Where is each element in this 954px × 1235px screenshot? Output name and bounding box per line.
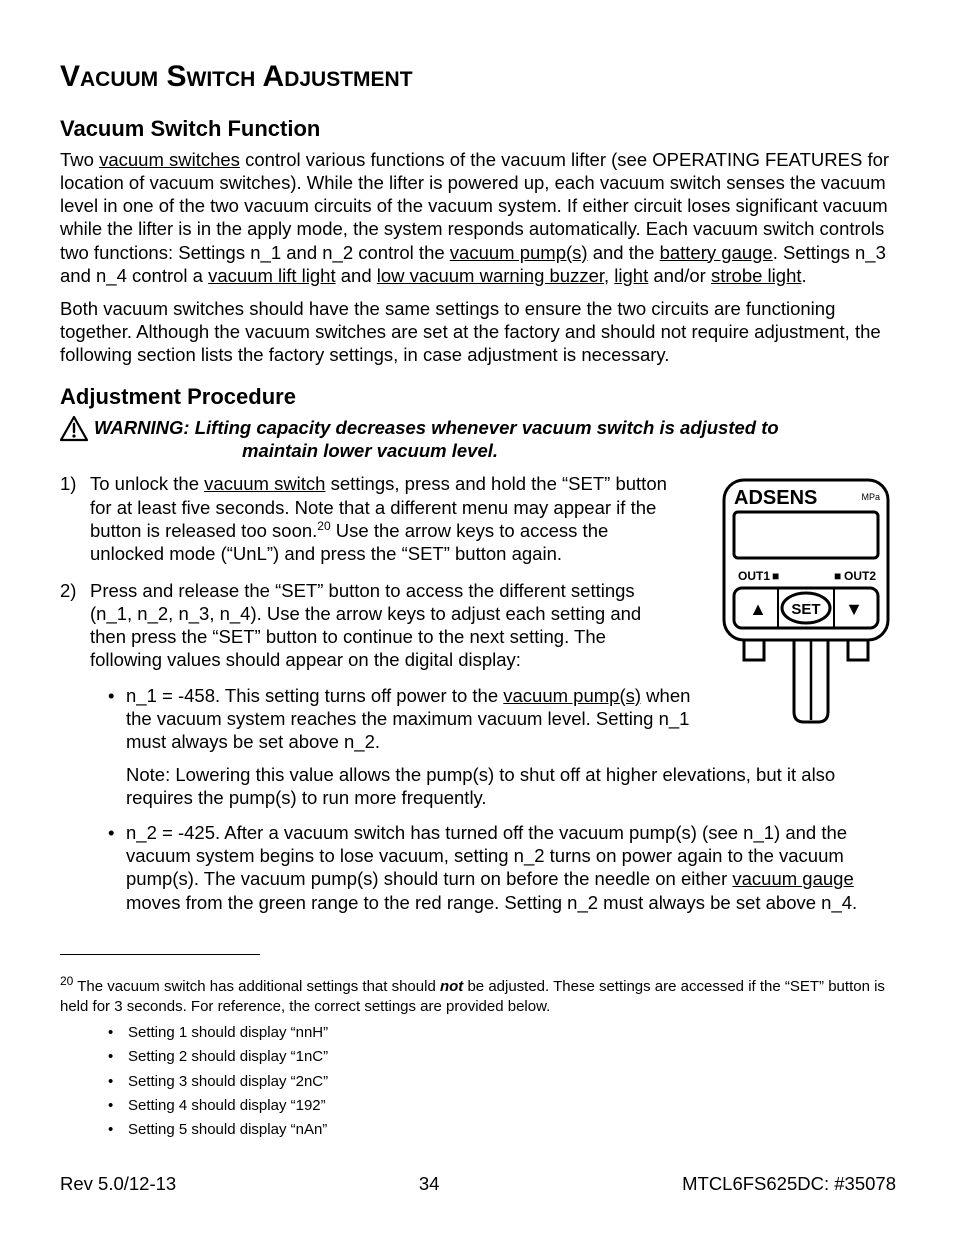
text: The vacuum switch has additional setting… — [73, 978, 440, 995]
text: vacuum pump(s) — [503, 685, 641, 706]
bullet-n1: n_1 = -458. This setting turns off power… — [108, 684, 896, 810]
footnote-ref-20: 20 — [317, 519, 330, 533]
text: and — [336, 265, 377, 286]
text: To unlock the — [90, 473, 204, 494]
warning-line2: maintain lower vacuum level. — [94, 439, 779, 462]
footnote-rule — [60, 954, 260, 955]
step-2: Press and release the “SET” button to ac… — [60, 579, 896, 914]
text: light — [614, 265, 648, 286]
text: . — [802, 265, 807, 286]
function-paragraph-1: Two vacuum switches control various func… — [60, 148, 896, 287]
warning-line1: Lifting capacity decreases whenever vacu… — [195, 417, 779, 438]
page-footer: Rev 5.0/12-13 34 MTCL6FS625DC: #35078 — [60, 1173, 896, 1195]
warning-block: WARNING: Lifting capacity decreases when… — [60, 416, 896, 462]
footnote-not: not — [440, 978, 463, 995]
text: strobe light — [711, 265, 802, 286]
text: and/or — [648, 265, 711, 286]
text: Two — [60, 149, 99, 170]
step-1: To unlock the vacuum switch settings, pr… — [60, 472, 896, 565]
function-paragraph-2: Both vacuum switches should have the sam… — [60, 297, 896, 366]
bullet-n2: n_2 = -425. After a vacuum switch has tu… — [108, 821, 896, 914]
footnote-item: Setting 4 should display “192” — [108, 1096, 896, 1116]
text: n_1 = -458. This setting turns off power… — [126, 685, 503, 706]
footnote-number: 20 — [60, 974, 73, 988]
text: vacuum gauge — [732, 868, 853, 889]
text: moves from the green range to the red ra… — [126, 892, 857, 913]
warning-label: WARNING: — [94, 417, 195, 438]
footer-rev: Rev 5.0/12-13 — [60, 1173, 176, 1195]
step-2-text: Press and release the “SET” button to ac… — [90, 579, 680, 672]
page-title: Vacuum Switch Adjustment — [60, 60, 896, 94]
text: battery gauge — [660, 242, 773, 263]
warning-icon — [60, 416, 88, 442]
footnote-item: Setting 2 should display “1nC” — [108, 1047, 896, 1067]
footnote-20: 20 The vacuum switch has additional sett… — [60, 973, 896, 1141]
text: vacuum switch — [204, 473, 325, 494]
section-heading-function: Vacuum Switch Function — [60, 116, 896, 142]
text: vacuum switches — [99, 149, 240, 170]
footnote-item: Setting 5 should display “nAn” — [108, 1120, 896, 1140]
footer-doc-id: MTCL6FS625DC: #35078 — [682, 1173, 896, 1195]
text: , — [604, 265, 614, 286]
section-heading-procedure: Adjustment Procedure — [60, 384, 896, 410]
footnote-item: Setting 3 should display “2nC” — [108, 1072, 896, 1092]
text: and the — [588, 242, 660, 263]
text: vacuum pump(s) — [450, 242, 588, 263]
warning-text: WARNING: Lifting capacity decreases when… — [94, 416, 779, 462]
footnote-item: Setting 1 should display “nnH” — [108, 1023, 896, 1043]
footer-page-number: 34 — [419, 1173, 440, 1195]
text: vacuum lift light — [208, 265, 336, 286]
n1-note: Note: Lowering this value allows the pum… — [126, 763, 896, 809]
text: low vacuum warning buzzer — [377, 265, 604, 286]
